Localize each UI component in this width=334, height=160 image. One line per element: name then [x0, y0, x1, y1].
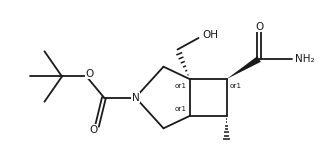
Text: O: O [90, 125, 98, 135]
Text: NH₂: NH₂ [295, 54, 315, 64]
Text: O: O [85, 69, 94, 79]
Text: or1: or1 [229, 83, 241, 89]
Text: N: N [132, 92, 139, 103]
Text: OH: OH [202, 30, 218, 40]
Polygon shape [226, 56, 261, 79]
Text: O: O [255, 22, 263, 32]
Text: or1: or1 [175, 83, 187, 89]
Text: or1: or1 [175, 106, 187, 112]
